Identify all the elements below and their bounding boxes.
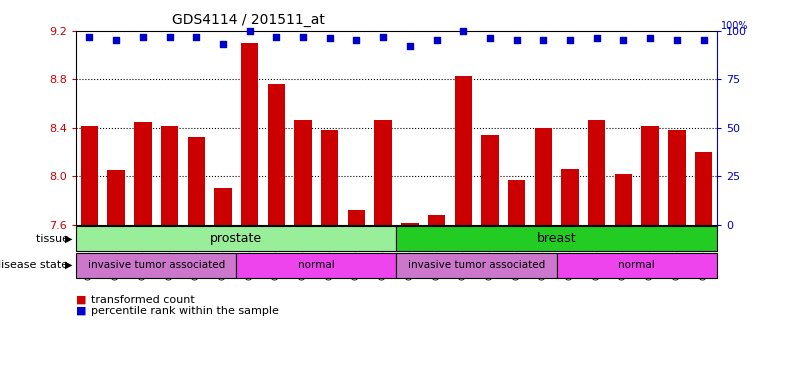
Bar — [454, 76, 472, 225]
Bar — [396, 226, 717, 251]
Text: GDS4114 / 201511_at: GDS4114 / 201511_at — [172, 13, 325, 27]
Point — [697, 37, 710, 43]
Text: transformed count: transformed count — [91, 295, 195, 305]
Point — [644, 35, 657, 41]
Point — [404, 43, 417, 49]
Point — [376, 33, 389, 40]
Point — [83, 33, 96, 40]
Bar — [294, 121, 312, 225]
Text: normal: normal — [298, 260, 335, 270]
Point — [190, 33, 203, 40]
Bar — [134, 122, 151, 225]
Point — [216, 41, 229, 47]
Bar — [241, 43, 258, 225]
Point — [510, 37, 523, 43]
Text: tissue: tissue — [35, 233, 72, 244]
Point — [110, 37, 123, 43]
Point — [324, 35, 336, 41]
Text: invasive tumor associated: invasive tumor associated — [87, 260, 225, 270]
Point — [617, 37, 630, 43]
Bar — [557, 253, 717, 278]
Bar — [187, 137, 205, 225]
Text: 100%: 100% — [721, 21, 749, 31]
Bar — [321, 130, 339, 225]
Point — [670, 37, 683, 43]
Bar — [588, 121, 606, 225]
Text: percentile rank within the sample: percentile rank within the sample — [91, 306, 279, 316]
Point — [430, 37, 443, 43]
Point — [457, 28, 469, 34]
Text: ▶: ▶ — [65, 233, 72, 244]
Text: breast: breast — [537, 232, 577, 245]
Text: prostate: prostate — [210, 232, 263, 245]
Bar — [268, 84, 285, 225]
Point — [136, 33, 149, 40]
Bar — [76, 226, 396, 251]
Bar — [508, 180, 525, 225]
Bar — [236, 253, 396, 278]
Text: ■: ■ — [76, 295, 87, 305]
Bar — [214, 188, 231, 225]
Point — [484, 35, 497, 41]
Point — [296, 33, 309, 40]
Point — [564, 37, 577, 43]
Text: disease state: disease state — [0, 260, 72, 270]
Point — [590, 35, 603, 41]
Bar — [76, 253, 236, 278]
Bar — [81, 126, 98, 225]
Bar — [396, 253, 557, 278]
Bar — [535, 128, 552, 225]
Bar — [615, 174, 632, 225]
Point — [163, 33, 176, 40]
Bar — [642, 126, 658, 225]
Point — [244, 28, 256, 34]
Bar — [481, 135, 498, 225]
Text: ▶: ▶ — [65, 260, 72, 270]
Bar — [562, 169, 578, 225]
Bar — [374, 121, 392, 225]
Point — [350, 37, 363, 43]
Bar — [107, 170, 125, 225]
Text: normal: normal — [618, 260, 655, 270]
Text: invasive tumor associated: invasive tumor associated — [408, 260, 545, 270]
Bar — [401, 223, 418, 225]
Bar — [694, 152, 712, 225]
Bar — [428, 215, 445, 225]
Point — [270, 33, 283, 40]
Bar — [348, 210, 365, 225]
Bar — [668, 130, 686, 225]
Text: ■: ■ — [76, 306, 87, 316]
Bar — [161, 126, 178, 225]
Point — [537, 37, 549, 43]
